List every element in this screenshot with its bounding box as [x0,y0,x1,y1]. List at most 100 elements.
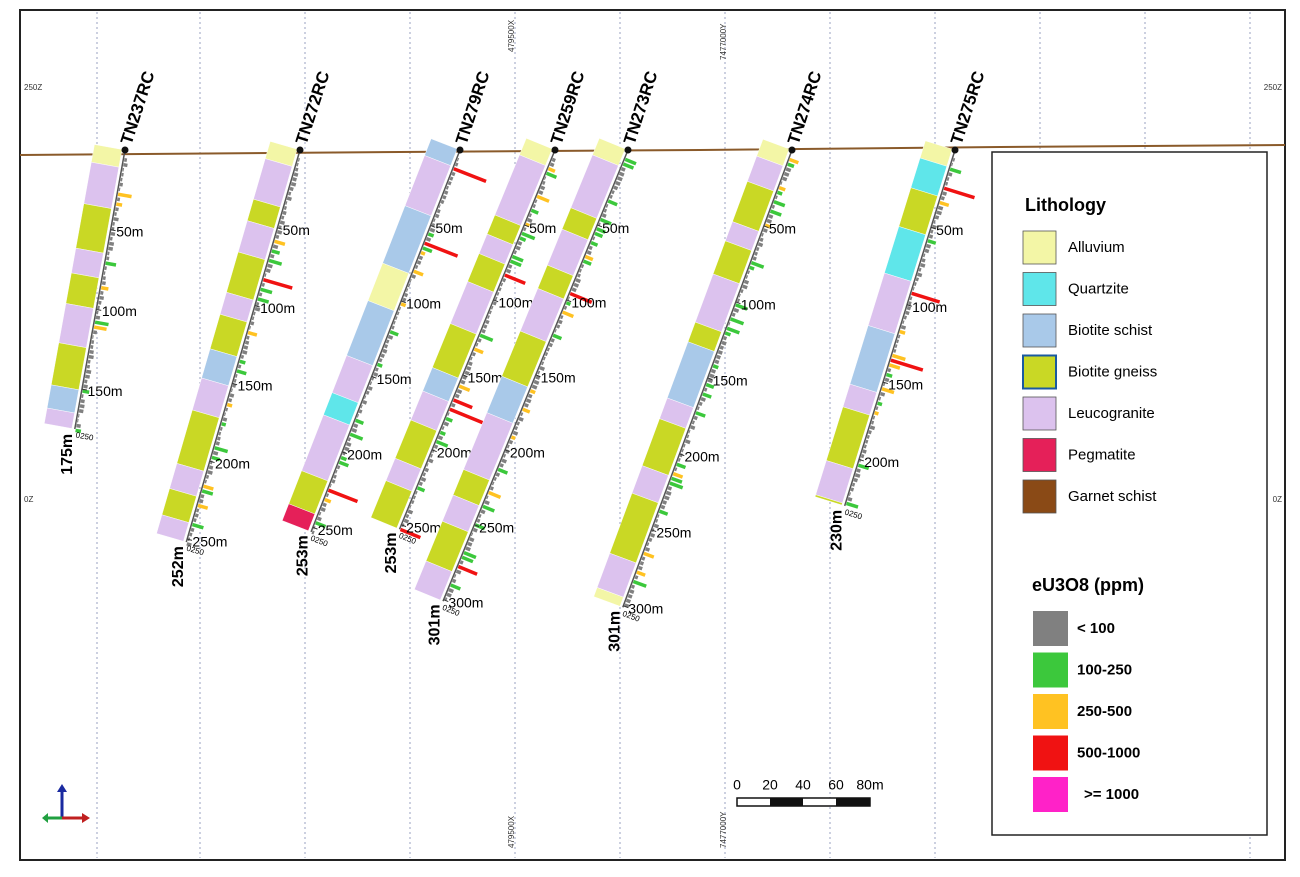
depth-tick [906,304,912,307]
assay-bar [444,190,449,195]
legend-label: 100-250 [1077,661,1132,678]
assay-bar [288,191,292,196]
depth-tick [400,300,406,304]
assay-bar [433,218,436,223]
collar [121,146,129,154]
assay-bar [453,167,487,183]
assay-bar [594,231,604,239]
assay-bar [250,321,255,326]
assay-bar [454,162,459,167]
assay-bar [360,404,363,409]
assay-bar [596,227,606,234]
assay-bar [375,367,379,372]
assay-bar [422,246,433,254]
assay-bar [121,172,124,177]
assay-bar [565,301,572,307]
assay-bar [755,246,760,252]
assay-bar [582,259,592,266]
assay-bar [378,358,383,363]
assay-bar [103,271,106,275]
assay-bar [258,292,263,297]
assay-bar [448,588,454,594]
assay-bar [738,293,741,298]
assay-bar [281,215,285,220]
assay-bar [214,446,229,454]
assay-bar [775,195,778,200]
assay-bar [934,215,940,220]
depth-tick [342,451,348,455]
assay-bar [579,268,582,273]
legend-swatch [1022,230,1057,265]
assay-bar [261,282,265,287]
assay-bar [546,347,550,352]
assay-bar [345,441,352,447]
assay-bar [499,463,504,468]
assay-bar [115,202,123,207]
assay-bar [190,527,195,532]
assay-bar [327,488,359,504]
assay-bar [409,278,412,283]
lithology-interval [156,514,190,542]
assay-bar [197,503,209,510]
assay-bar [550,338,555,343]
assay-bar [897,334,901,339]
assay-bar [607,199,618,207]
assay-bar [235,374,238,378]
assay-bar [285,201,288,205]
assay-bar [474,523,486,531]
lithology-interval [370,480,413,529]
assay-bar [435,439,449,448]
depth-label: 100m [741,297,776,313]
assay-bar [456,389,463,395]
assay-bar [762,228,768,233]
depth-label: 50m [529,220,556,236]
assay-bar [218,431,222,436]
assay-bar [123,158,128,162]
legend-label: 500-1000 [1077,744,1140,761]
assay-bar [580,264,585,269]
assay-bar [271,249,281,255]
legend-label: Biotite gneiss [1068,363,1157,380]
assay-bar [449,176,454,181]
lithology-interval [814,494,843,506]
assay-bar [394,316,398,320]
assay-bar [538,190,544,195]
assay-bar [537,370,541,375]
assay-bar [533,379,540,385]
assay-bar [113,217,119,222]
assay-bar [634,575,639,580]
end-depth: 252m [170,546,187,587]
assay-bar [118,187,121,192]
assay-bar [264,273,267,277]
assay-bar [577,273,581,278]
assay-bar [94,320,109,327]
assay-bar [658,509,669,516]
assay-bar [731,312,736,317]
depth-tick [209,460,215,464]
assay-bar [660,504,666,510]
assay-bar [488,310,492,315]
depth-label: 100m [260,300,295,316]
assay-bar [443,421,450,427]
assay-bar [416,260,422,265]
assay-bar [853,477,859,483]
assay-bar [99,295,105,301]
assay-bar [247,330,258,337]
assay-bar [400,302,407,308]
assay-bar [107,251,110,256]
assay-bar [471,352,476,357]
assay-bar [80,399,85,404]
assay-bar [620,167,626,172]
assay-bar [561,310,574,319]
hole-trace [442,149,629,602]
assay-bar [473,347,484,355]
legend-label: Quartzite [1068,280,1129,297]
assay-bar [119,182,124,187]
assay-bar [527,393,533,399]
end-depth: 301m [606,611,623,652]
assay-bar [616,176,623,182]
depth-label: 150m [88,383,123,399]
lithology-interval [65,272,100,309]
assay-bar [670,476,683,484]
legend-label: < 100 [1077,620,1115,637]
